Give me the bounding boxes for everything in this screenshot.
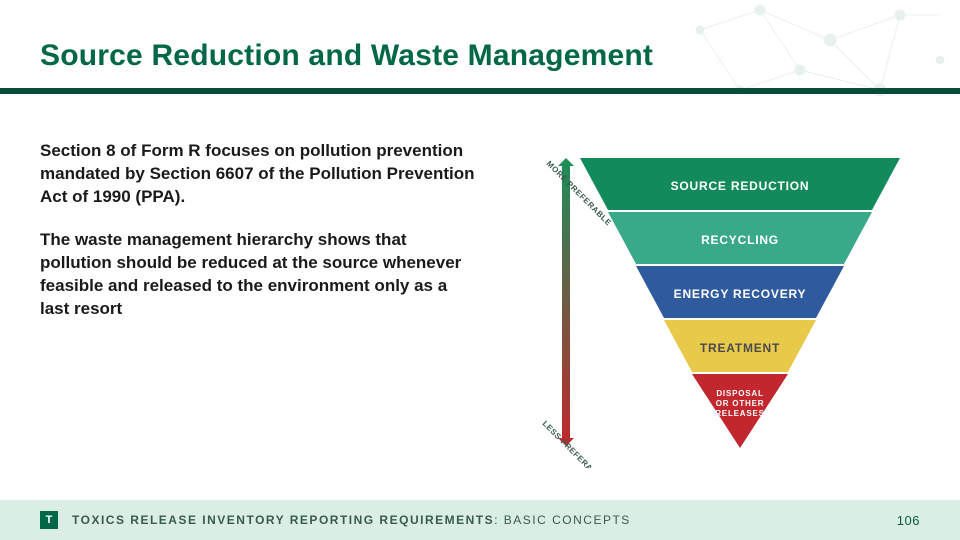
footer-logo-letter: T bbox=[46, 514, 53, 526]
layer-label-0: SOURCE REDUCTION bbox=[671, 179, 810, 193]
footer: T TOXICS RELEASE INVENTORY REPORTING REQ… bbox=[0, 500, 960, 540]
slide: Source Reduction and Waste Management Se… bbox=[0, 0, 960, 540]
layer-label-2: ENERGY RECOVERY bbox=[674, 287, 807, 301]
footer-light: : BASIC CONCEPTS bbox=[494, 513, 631, 527]
title-underline bbox=[0, 88, 960, 94]
footer-strong: TOXICS RELEASE INVENTORY REPORTING REQUI… bbox=[72, 513, 494, 527]
layer-label-4a: DISPOSAL bbox=[716, 389, 763, 398]
footer-logo-icon: T bbox=[40, 511, 58, 529]
paragraph-1: Section 8 of Form R focuses on pollution… bbox=[40, 140, 480, 209]
layer-label-4b: OR OTHER bbox=[716, 399, 765, 408]
preference-arrow bbox=[558, 158, 574, 446]
layer-label-1: RECYCLING bbox=[701, 233, 779, 247]
title-bar: Source Reduction and Waste Management bbox=[40, 24, 920, 88]
layer-label-3: TREATMENT bbox=[700, 341, 780, 355]
body-text: Section 8 of Form R focuses on pollution… bbox=[40, 140, 480, 341]
paragraph-2: The waste management hierarchy shows tha… bbox=[40, 229, 480, 321]
layer-label-4c: RELEASES bbox=[715, 409, 765, 418]
footer-text: TOXICS RELEASE INVENTORY REPORTING REQUI… bbox=[72, 513, 631, 527]
page-title: Source Reduction and Waste Management bbox=[40, 39, 653, 73]
hierarchy-diagram: SOURCE REDUCTION RECYCLING ENERGY RECOVE… bbox=[510, 128, 930, 468]
axis-bottom-label: LESS PREFERABLE bbox=[541, 419, 607, 468]
page-number: 106 bbox=[897, 513, 920, 528]
